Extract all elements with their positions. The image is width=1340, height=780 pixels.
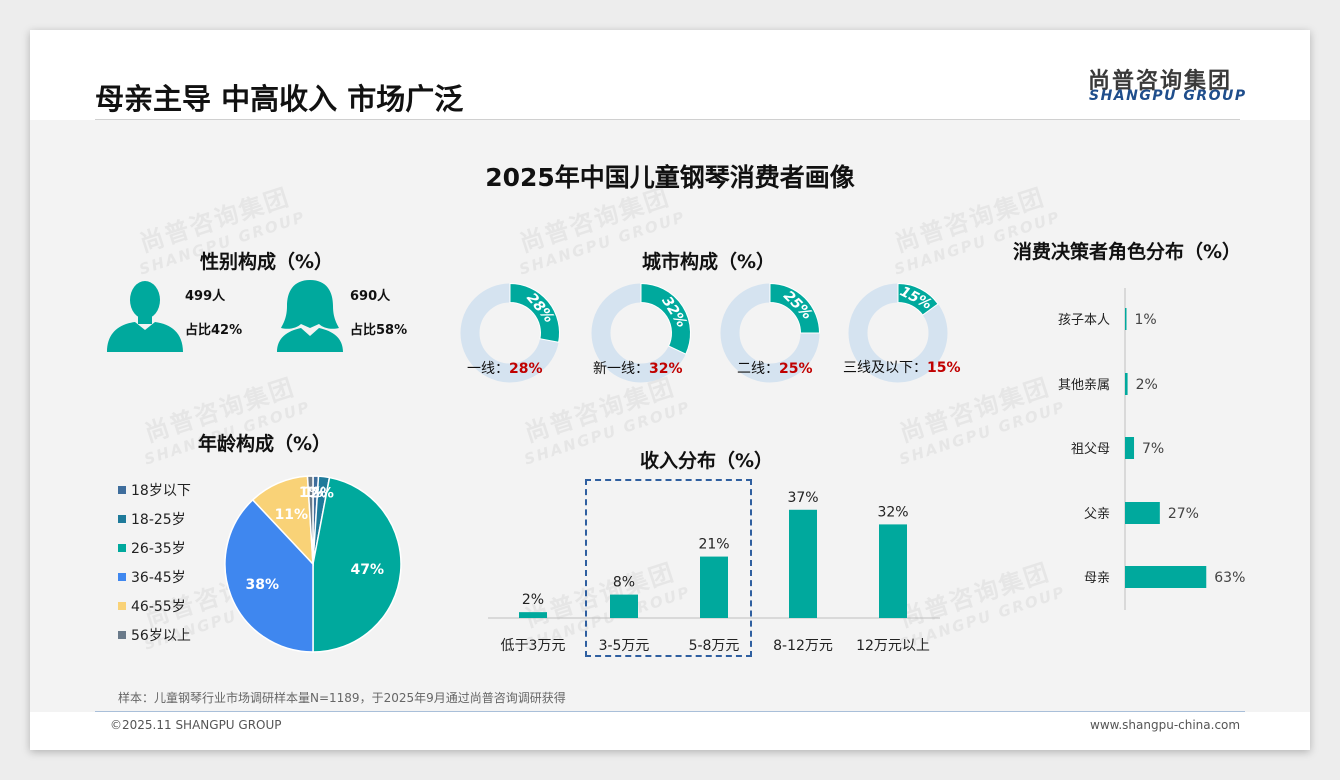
age-legend-item: 26-35岁	[118, 538, 186, 558]
income-value-label: 2%	[522, 592, 544, 608]
city-label-tier2: 二线：25%	[737, 361, 813, 377]
income-category-label: 8-12万元	[773, 638, 833, 654]
city-label-tier1: 一线：28%	[467, 361, 543, 377]
income-category-label: 低于3万元	[501, 638, 566, 654]
age-legend-item: 18岁以下	[118, 480, 191, 500]
decision-bar	[1125, 437, 1135, 459]
age-legend-item: 56岁以上	[118, 625, 191, 645]
legend-label: 46-55岁	[131, 599, 186, 615]
income-section-title: 收入分布（%）	[640, 450, 774, 472]
decision-value-label: 7%	[1142, 441, 1164, 457]
gender-section-title: 性别构成（%）	[200, 251, 334, 273]
male-count: 499人	[185, 289, 226, 304]
age-pie-slice	[306, 475, 314, 565]
income-bar	[879, 524, 907, 618]
decision-category-label: 母亲	[1084, 571, 1110, 586]
decision-category-label: 其他亲属	[1058, 378, 1110, 393]
income-bar	[789, 509, 817, 618]
footnote: 样本：儿童钢琴行业市场调研样本量N=1189，于2025年9月通过尚普咨询调研获…	[118, 691, 566, 705]
main-heading: 2025年中国儿童钢琴消费者画像	[485, 163, 855, 192]
income-value-label: 21%	[698, 537, 729, 553]
legend-swatch	[118, 515, 126, 523]
income-bar	[700, 556, 728, 618]
footer-band	[30, 712, 1310, 750]
logo-en: SHANGPU GROUP	[1089, 88, 1247, 104]
legend-swatch	[118, 631, 126, 639]
city-donut-charts: 28% 32% 25% 15%	[460, 282, 948, 383]
copyright: ©2025.11 SHANGPU GROUP	[110, 718, 282, 732]
decision-section-title: 消费决策者角色分布（%）	[1013, 241, 1242, 263]
header-divider	[95, 119, 1240, 120]
decision-value-label: 1%	[1135, 312, 1157, 328]
income-bar	[519, 612, 547, 618]
city-section-title: 城市构成（%）	[642, 251, 776, 273]
legend-swatch	[118, 544, 126, 552]
age-pie-label: 2%	[310, 485, 334, 501]
city-ring-segment	[509, 282, 560, 343]
decision-bar	[1125, 308, 1127, 330]
female-icon	[277, 280, 343, 352]
female-count: 690人	[350, 289, 391, 304]
legend-label: 56岁以上	[131, 628, 191, 644]
age-pie-slice	[312, 476, 402, 653]
income-highlight-box	[585, 479, 752, 657]
legend-label: 36-45岁	[131, 570, 186, 586]
age-pie-label: 11%	[275, 507, 309, 523]
income-bar	[610, 594, 638, 618]
city-ring-segment	[640, 282, 691, 355]
male-icon	[107, 281, 183, 352]
income-value-label: 37%	[787, 490, 818, 506]
header-band	[30, 30, 1310, 120]
slide: 尚普咨询集团 SHANGPU GROUP 尚普咨询集团 SHANGPU GROUP …	[30, 30, 1310, 750]
page-title: 母亲主导 中高收入 市场广泛	[95, 82, 464, 116]
city-ring-segment	[769, 282, 821, 334]
legend-swatch	[118, 602, 126, 610]
income-value-label: 8%	[613, 575, 635, 591]
income-category-label: 3-5万元	[599, 638, 650, 654]
income-category-label: 12万元以上	[856, 638, 930, 654]
charts-canvas: 1%2%47%38%11%1%2%低于3万元8%3-5万元21%5-8万元37%…	[224, 288, 1245, 654]
decision-category-label: 祖父母	[1071, 442, 1110, 457]
age-pie-label: 1%	[299, 485, 323, 501]
logo-cn: 尚普咨询集团	[1088, 69, 1233, 94]
female-share: 占比58%	[350, 323, 408, 338]
income-value-label: 32%	[877, 504, 908, 520]
website: www.shangpu-china.com	[1090, 718, 1241, 732]
age-legend-item: 18-25岁	[118, 509, 186, 529]
decision-value-label: 63%	[1214, 570, 1245, 586]
decision-bar	[1125, 566, 1207, 588]
age-pie-label: 38%	[246, 577, 280, 593]
decision-category-label: 父亲	[1084, 507, 1110, 522]
legend-swatch	[118, 573, 126, 581]
decision-bar	[1125, 502, 1160, 524]
city-label-new-tier1: 新一线：32%	[593, 361, 683, 377]
age-section-title: 年龄构成（%）	[198, 433, 332, 455]
age-pie-slice	[224, 498, 314, 653]
age-legend-item: 36-45岁	[118, 567, 186, 587]
footer-divider	[95, 711, 1245, 712]
legend-label: 18-25岁	[131, 512, 186, 528]
legend-label: 26-35岁	[131, 541, 186, 557]
city-label-tier3-below: 三线及以下：15%	[843, 360, 961, 376]
decision-value-label: 27%	[1168, 506, 1199, 522]
male-share: 占比42%	[185, 323, 243, 338]
legend-swatch	[118, 486, 126, 494]
age-legend-item: 46-55岁	[118, 596, 186, 616]
decision-category-label: 孩子本人	[1058, 313, 1110, 328]
income-category-label: 5-8万元	[689, 638, 740, 654]
decision-bar	[1125, 373, 1128, 395]
age-pie-label: 1%	[303, 485, 327, 501]
city-ring-segment	[897, 282, 939, 316]
age-pie-label: 47%	[351, 562, 385, 578]
legend-label: 18岁以下	[131, 483, 191, 499]
decision-value-label: 2%	[1136, 377, 1158, 393]
